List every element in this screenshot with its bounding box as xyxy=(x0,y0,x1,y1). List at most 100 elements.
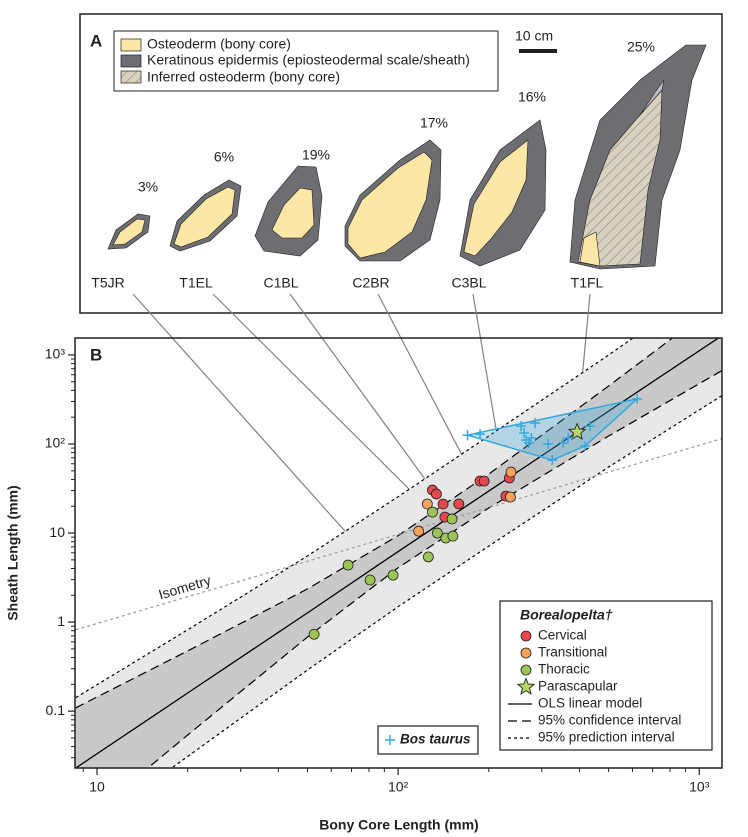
legend-swatch xyxy=(120,54,142,68)
point xyxy=(437,498,449,510)
point xyxy=(505,466,517,478)
osteoderm-core xyxy=(579,231,601,267)
osteoderm-core xyxy=(173,186,236,248)
osteoderm-inferred xyxy=(577,89,663,267)
sheath-percent: 19% xyxy=(302,147,330,163)
point xyxy=(523,437,534,448)
point xyxy=(431,488,442,500)
legend-label: Bos taurus xyxy=(400,732,471,747)
band-lower-line xyxy=(170,394,722,768)
osteoderm-core xyxy=(463,139,529,257)
point xyxy=(387,569,399,581)
legend-label: Keratinous epidermis (epiosteodermal sca… xyxy=(147,52,470,68)
leader-line xyxy=(132,293,379,569)
osteoderms xyxy=(107,44,707,270)
osteoderm-core xyxy=(347,151,433,259)
legend-swatch xyxy=(120,70,142,84)
point xyxy=(364,574,376,586)
point xyxy=(526,432,537,443)
point xyxy=(431,527,443,539)
legend-label: 95% prediction interval xyxy=(538,730,675,745)
sheath-percent: 3% xyxy=(138,179,158,195)
legend-label: Osteoderm (bony core) xyxy=(147,36,291,52)
y-tick-label: 10 xyxy=(49,524,65,540)
panel-label: B xyxy=(90,345,102,364)
specimen-label: T1EL xyxy=(179,275,213,291)
x-tick-label: 10² xyxy=(388,779,409,795)
ols-line xyxy=(75,338,720,768)
osteoderm-detail xyxy=(639,79,665,116)
point xyxy=(474,429,485,440)
plot-area xyxy=(75,338,722,768)
specimen-label: C1BL xyxy=(263,275,298,291)
leader-line xyxy=(289,293,439,498)
sheath-percent: 16% xyxy=(518,89,546,105)
specimen-label: C2BR xyxy=(352,275,389,291)
legend-label: OLS linear model xyxy=(538,696,642,711)
point xyxy=(632,393,643,404)
isometry-label: Isometry xyxy=(157,572,213,603)
x-tick-label: 10 xyxy=(89,779,105,795)
osteoderm-core xyxy=(112,218,146,246)
point xyxy=(453,498,465,510)
y-tick-label: 10² xyxy=(45,435,66,451)
point xyxy=(530,418,541,429)
legend-label: Cervical xyxy=(538,628,587,643)
point xyxy=(543,439,554,450)
x-tick-label: 10³ xyxy=(689,779,710,795)
legend-box xyxy=(113,30,499,92)
sheath-percent: 6% xyxy=(214,149,234,165)
legend-label: Thoracic xyxy=(538,662,590,677)
x-axis-label: Bony Core Length (mm) xyxy=(319,817,478,833)
point xyxy=(478,475,490,487)
leader-line xyxy=(212,293,429,509)
band-lower-line xyxy=(146,369,722,768)
point xyxy=(447,530,459,542)
y-tick-label: 10³ xyxy=(45,346,66,362)
point xyxy=(580,440,591,451)
legend-marker xyxy=(516,677,536,695)
point xyxy=(567,422,587,440)
point xyxy=(446,513,458,525)
sheath-percent: 25% xyxy=(627,39,655,55)
point xyxy=(516,421,527,432)
y-tick-label: 0.1 xyxy=(46,702,66,718)
legend-marker xyxy=(520,630,532,642)
scale-label: 10 cm xyxy=(515,28,553,44)
legend-swatch xyxy=(120,38,142,52)
point xyxy=(558,437,569,448)
point xyxy=(462,430,473,441)
point xyxy=(308,628,320,640)
isometry-line xyxy=(75,437,722,631)
legend-marker xyxy=(385,735,395,745)
legend-box xyxy=(499,600,713,751)
y-axis-label: Sheath Length (mm) xyxy=(5,485,21,620)
osteoderm-core xyxy=(271,187,315,239)
legend-marker xyxy=(520,664,532,676)
band-upper-line xyxy=(75,338,634,699)
legend-label: Transitional xyxy=(538,645,607,660)
legend-title: Borealopelta† xyxy=(520,607,613,623)
specimen-label: T5JR xyxy=(91,275,124,291)
specimen-label: C3BL xyxy=(451,275,486,291)
band-upper-line xyxy=(75,338,674,709)
point xyxy=(585,421,596,432)
overlay: Isometry 10 10² 10³ 0.1 1 10 10² 10³ Borealopelta… xyxy=(45,337,723,795)
y-tick-label: 1 xyxy=(57,613,65,629)
legend-label: Inferred osteoderm (bony core) xyxy=(147,69,340,85)
sheath-percent: 17% xyxy=(420,115,448,131)
point xyxy=(421,498,433,510)
leader-line xyxy=(377,293,477,483)
point xyxy=(427,506,438,518)
panel-label: A xyxy=(90,31,102,50)
point xyxy=(547,455,558,466)
point xyxy=(422,551,434,563)
point xyxy=(563,432,574,443)
legend-label: Parascapular xyxy=(538,679,618,694)
specimen-label: T1FL xyxy=(571,275,604,291)
legend-label: 95% confidence interval xyxy=(538,713,681,728)
point xyxy=(519,427,530,438)
point xyxy=(413,525,425,537)
